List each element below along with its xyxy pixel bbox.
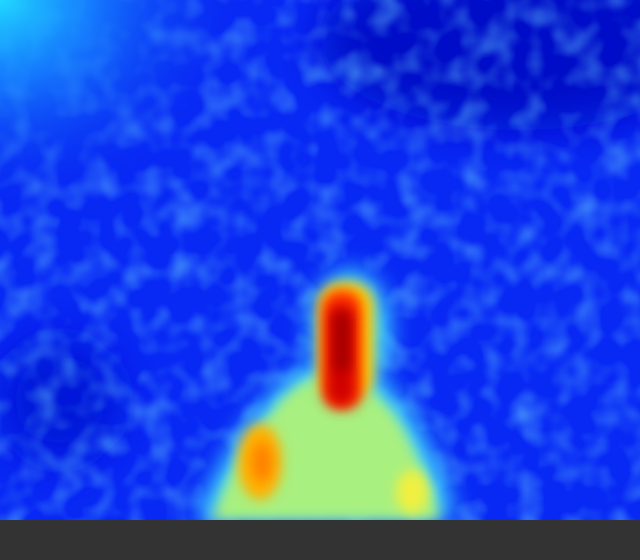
bottom-bar bbox=[0, 520, 640, 560]
warm-plume bbox=[195, 361, 455, 520]
glow-top-left bbox=[0, 0, 260, 220]
heatmap-svg bbox=[0, 0, 640, 520]
hotspot-column bbox=[310, 270, 390, 410]
heatmap-image bbox=[0, 0, 640, 520]
